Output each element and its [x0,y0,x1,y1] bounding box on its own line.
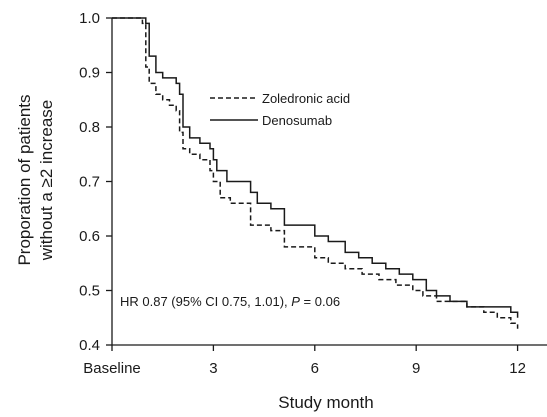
x-tick-label: 9 [412,360,420,377]
legend-label-zoledronic-acid: Zoledronic acid [262,91,350,106]
series-line-denosumab [112,17,519,318]
plot-area [112,17,519,329]
p-symbol: P [291,294,300,309]
p-value: = 0.06 [300,294,340,309]
hazard-ratio-text: HR 0.87 (95% CI 0.75, 1.01), [120,294,291,309]
y-tick-label: 0.8 [79,119,100,136]
y-tick-label: 0.4 [79,337,100,354]
y-axis-title-line2: without a ≥2 increase [37,100,56,262]
x-tick-label: 12 [509,360,526,377]
y-tick-label: 0.5 [79,283,100,300]
series-line-zoledronic-acid [112,17,519,329]
y-tick-label: 0.6 [79,228,100,245]
x-axis-title: Study month [278,393,373,412]
hazard-ratio-annotation: HR 0.87 (95% CI 0.75, 1.01), P = 0.06 [120,294,340,309]
legend: Zoledronic acid Denosumab [210,91,350,128]
x-tick-label: 3 [209,360,217,377]
y-axis-ticks: 0.4 0.5 0.6 0.7 0.8 0.9 1.0 [79,10,112,354]
x-tick-label: 6 [311,360,319,377]
legend-label-denosumab: Denosumab [262,113,332,128]
y-tick-label: 0.7 [79,174,100,191]
y-tick-label: 1.0 [79,10,100,27]
x-axis-ticks: Baseline 3 6 9 12 [83,345,526,377]
y-tick-label: 0.9 [79,65,100,82]
y-axis-title-line1: Proporation of patients [15,94,34,265]
x-tick-label: Baseline [83,360,141,377]
series-layer [112,17,519,329]
